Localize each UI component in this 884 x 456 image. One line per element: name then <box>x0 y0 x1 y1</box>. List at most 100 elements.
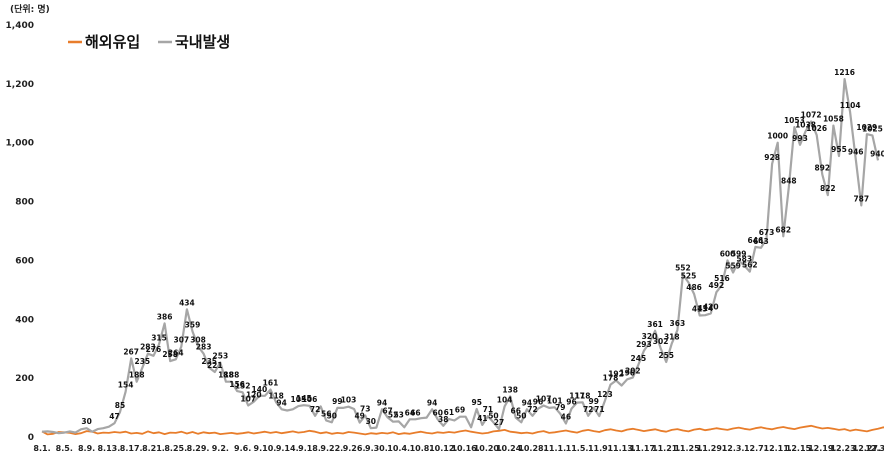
y-tick-label: 1,400 <box>6 21 34 31</box>
data-label-domestic: 72 <box>583 405 593 414</box>
data-label-domestic: 320 <box>642 332 658 341</box>
data-label-domestic: 946 <box>848 148 864 157</box>
x-tick-label: 9.6. <box>234 444 251 453</box>
data-label-domestic: 96 <box>533 398 543 407</box>
x-tick-label: 10.8. <box>410 444 433 453</box>
x-tick-label: 8.13. <box>97 444 120 453</box>
data-label-domestic: 583 <box>736 254 752 263</box>
x-tick-label: 11.1. <box>543 444 566 453</box>
x-tick-label: 9.18. <box>298 444 321 453</box>
data-label-domestic: 1026 <box>806 124 827 133</box>
data-label-domestic: 30 <box>81 417 91 426</box>
x-tick-label: 8.9. <box>78 444 95 453</box>
data-label-domestic: 94 <box>276 398 286 407</box>
data-label-domestic: 315 <box>151 333 167 342</box>
data-label-domestic: 235 <box>201 357 217 366</box>
data-label-domestic: 848 <box>781 176 797 185</box>
data-label-domestic: 69 <box>455 406 465 415</box>
data-label-domestic: 50 <box>516 411 526 420</box>
data-label-domestic: 46 <box>561 412 571 421</box>
data-label-domestic: 235 <box>134 357 150 366</box>
legend: 해외유입 국내발생 <box>68 33 230 51</box>
data-label-domestic: 1029 <box>856 123 877 132</box>
x-tick-label: 9.2. <box>212 444 229 453</box>
data-label-domestic: 188 <box>129 371 145 380</box>
x-tick-label: 11.17. <box>630 444 658 453</box>
x-tick-label: 12.27. <box>853 444 881 453</box>
y-axis: 0 200 400 600 800 1,000 1,200 1,400 <box>6 21 34 443</box>
y-tick-label: 1,200 <box>6 80 34 90</box>
data-label-domestic: 1038 <box>795 121 816 130</box>
x-tick-label: 10.24. <box>496 444 524 453</box>
data-label-domestic: 106 <box>302 395 318 404</box>
data-label-domestic: 118 <box>268 391 284 400</box>
data-label-domestic: 552 <box>675 264 691 273</box>
data-label-domestic: 72 <box>310 405 320 414</box>
x-tick-label: 9.26. <box>343 444 366 453</box>
x-tick-label: 12.11. <box>764 444 792 453</box>
data-label-domestic: 302 <box>653 337 669 346</box>
data-label-domestic: 1058 <box>823 115 844 124</box>
data-label-domestic: 600 <box>720 249 736 258</box>
data-label-domestic: 202 <box>625 367 641 376</box>
data-label-domestic: 49 <box>354 412 364 421</box>
data-label-domestic: 434 <box>179 298 195 307</box>
data-label-domestic: 107 <box>536 395 552 404</box>
data-label-domestic: 52 <box>388 411 398 420</box>
data-label-domestic: 892 <box>814 163 830 172</box>
data-label-domestic: 1072 <box>801 111 822 120</box>
unit-label: (단위: 명) <box>10 3 50 15</box>
data-label-domestic: 359 <box>185 320 201 329</box>
data-label-domestic: 196 <box>619 368 635 377</box>
data-label-domestic: 96 <box>566 398 576 407</box>
data-label-domestic: 599 <box>731 250 747 259</box>
y-tick-label: 800 <box>15 198 34 208</box>
legend-label-domestic: 국내발생 <box>175 33 230 51</box>
data-label-domestic: 99 <box>589 397 599 406</box>
x-tick-label: 9.14. <box>276 444 299 453</box>
data-label-domestic: 267 <box>123 347 139 356</box>
y-tick-label: 200 <box>15 374 34 384</box>
data-label-domestic: 72 <box>527 405 537 414</box>
data-label-domestic: 27 <box>494 418 504 427</box>
data-label-domestic: 101 <box>547 396 563 405</box>
series-layer <box>41 77 884 436</box>
data-label-domestic: 154 <box>118 381 134 390</box>
data-label-domestic: 103 <box>341 396 357 405</box>
x-tick-label: 11.5. <box>566 444 589 453</box>
data-label-domestic: 1000 <box>767 132 788 141</box>
data-label-domestic: 152 <box>235 381 251 390</box>
data-label-domestic: 50 <box>488 411 498 420</box>
data-label-domestic: 673 <box>759 228 775 237</box>
x-tick-label: 11.9. <box>588 444 611 453</box>
data-label-domestic: 85 <box>115 401 125 410</box>
x-tick-label: 8.21. <box>142 444 165 453</box>
data-label-domestic: 53 <box>393 410 403 419</box>
data-label-domestic: 318 <box>664 332 680 341</box>
data-label-domestic: 94 <box>522 398 532 407</box>
data-label-domestic: 276 <box>146 345 162 354</box>
y-tick-label: 600 <box>15 256 34 266</box>
data-label-domestic: 283 <box>196 343 212 352</box>
data-label-domestic: 30 <box>366 417 376 426</box>
data-label-domestic: 308 <box>190 335 206 344</box>
data-label-domestic: 64 <box>405 408 415 417</box>
x-tick-label: 11.13. <box>607 444 635 453</box>
data-label-domestic: 145 <box>296 394 312 403</box>
data-label-domestic: 559 <box>725 261 741 270</box>
x-tick-label: 10.16. <box>451 444 479 453</box>
data-label-domestic: 363 <box>670 319 686 328</box>
x-tick-label: 11.29. <box>697 444 725 453</box>
data-label-domestic: 94 <box>427 398 437 407</box>
data-label-domestic: 123 <box>597 390 613 399</box>
data-label-domestic: 178 <box>603 374 619 383</box>
data-label-domestic: 117 <box>569 392 585 401</box>
data-label-domestic: 94 <box>377 398 387 407</box>
x-tick-label: 8.25. <box>164 444 187 453</box>
data-label-domestic: 928 <box>764 153 780 162</box>
x-tick-label: 10.4. <box>387 444 410 453</box>
data-label-domestic: 221 <box>207 361 223 370</box>
x-tick-label: 9.22. <box>320 444 343 453</box>
data-label-domestic: 307 <box>174 336 190 345</box>
